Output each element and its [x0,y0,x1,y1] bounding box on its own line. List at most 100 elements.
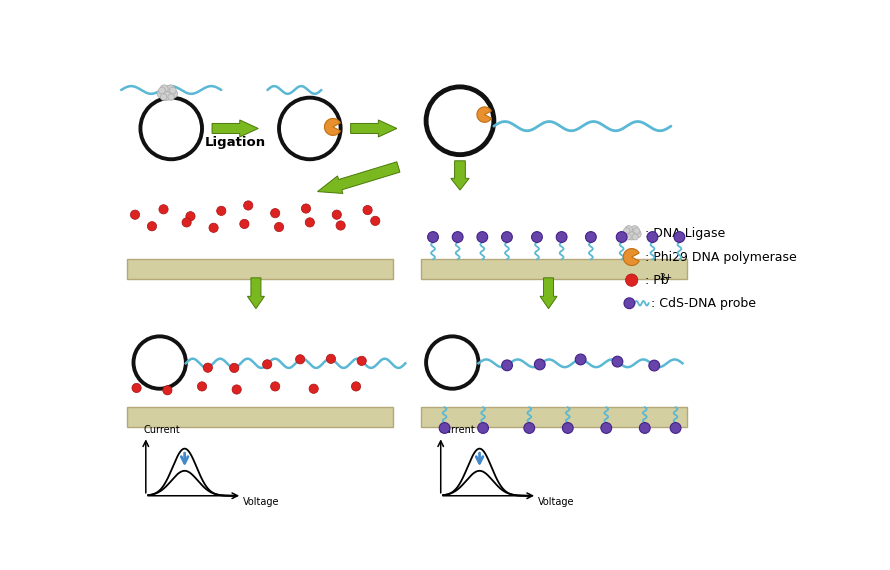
Text: Current: Current [439,425,475,435]
Circle shape [160,94,166,100]
Circle shape [141,97,202,159]
Circle shape [134,336,186,389]
Circle shape [230,363,239,373]
Circle shape [357,356,367,365]
Circle shape [163,92,172,100]
FancyArrow shape [351,120,397,137]
Circle shape [502,231,513,242]
Circle shape [624,228,630,234]
Circle shape [295,355,304,364]
Circle shape [427,231,439,242]
Bar [422,259,687,279]
Circle shape [562,422,573,433]
Bar [127,407,393,428]
Text: Current: Current [143,425,181,435]
Circle shape [622,230,630,238]
Text: Ligation: Ligation [205,136,266,149]
Circle shape [670,422,681,433]
Wedge shape [325,119,340,136]
Circle shape [627,232,635,240]
Circle shape [158,89,166,98]
Circle shape [132,384,142,393]
FancyArrow shape [247,278,264,308]
Wedge shape [477,107,491,123]
Wedge shape [623,249,639,266]
Circle shape [639,422,651,433]
Circle shape [131,210,140,219]
Circle shape [649,360,659,371]
Circle shape [159,205,168,214]
Circle shape [336,221,345,230]
Circle shape [601,422,611,433]
Text: 2+: 2+ [659,272,673,282]
Circle shape [182,218,191,227]
Circle shape [163,386,172,395]
Circle shape [647,231,658,242]
Circle shape [279,97,341,159]
Text: : Pb: : Pb [644,274,668,287]
Circle shape [632,234,638,240]
Circle shape [309,384,319,393]
Circle shape [302,204,311,213]
Circle shape [370,216,380,226]
Circle shape [327,354,336,364]
Circle shape [158,87,166,94]
Bar [127,259,393,279]
Circle shape [502,360,513,370]
Circle shape [332,210,342,219]
Circle shape [161,88,174,100]
Circle shape [363,205,372,215]
Circle shape [631,226,638,233]
Circle shape [612,356,623,367]
Circle shape [271,382,279,391]
Circle shape [452,231,463,242]
Circle shape [166,85,174,93]
Circle shape [169,87,176,94]
Circle shape [627,229,637,239]
Text: : DNA Ligase: : DNA Ligase [644,227,725,241]
Circle shape [426,87,494,154]
Circle shape [616,231,627,242]
Text: : CdS-DNA probe: : CdS-DNA probe [651,297,756,310]
Circle shape [624,298,635,308]
Text: Voltage: Voltage [538,497,574,507]
Text: : Phi29 DNA polymerase: : Phi29 DNA polymerase [644,251,797,263]
Circle shape [586,231,596,242]
FancyArrow shape [212,120,258,137]
Circle shape [186,211,195,221]
Circle shape [625,226,633,233]
Circle shape [209,223,218,233]
Text: Voltage: Voltage [243,497,279,507]
Circle shape [271,209,279,218]
Circle shape [633,230,641,238]
Circle shape [274,222,284,231]
Circle shape [439,422,450,433]
Circle shape [556,231,567,242]
Circle shape [216,206,226,215]
Circle shape [531,231,542,242]
Circle shape [524,422,535,433]
Circle shape [160,85,168,93]
Circle shape [352,382,360,391]
Circle shape [169,89,178,98]
Circle shape [203,363,213,372]
Circle shape [198,382,206,391]
FancyArrow shape [451,161,469,190]
Circle shape [148,222,157,231]
Circle shape [239,219,249,229]
Circle shape [244,201,253,210]
Circle shape [674,231,684,242]
FancyArrow shape [318,162,400,193]
Circle shape [626,274,638,286]
Circle shape [575,354,586,365]
Circle shape [534,359,546,370]
Circle shape [263,360,271,369]
Circle shape [625,234,631,240]
Circle shape [426,336,479,389]
Circle shape [168,94,174,100]
Circle shape [305,218,314,227]
FancyArrow shape [540,278,557,308]
Circle shape [634,228,640,234]
Circle shape [478,422,489,433]
Circle shape [477,231,488,242]
